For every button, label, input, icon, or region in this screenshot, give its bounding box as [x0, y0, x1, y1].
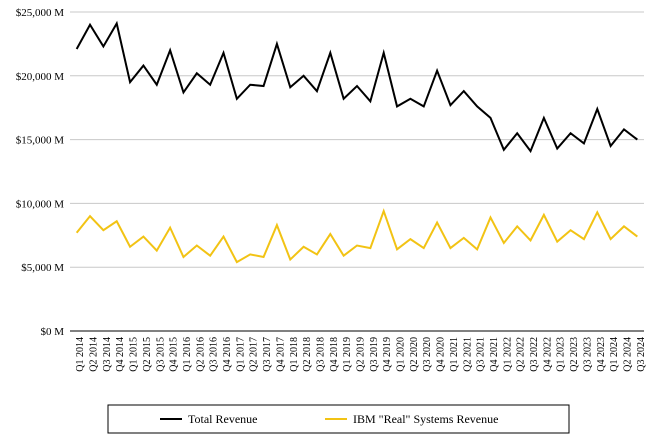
- x-tick-label: Q3 2022: [529, 337, 540, 372]
- series-line-1: [75, 208, 638, 264]
- y-tick-label: $25,000 M: [16, 7, 65, 19]
- x-tick-label: Q4 2023: [596, 337, 607, 372]
- x-tick-label: Q1 2024: [609, 337, 620, 372]
- x-tick-label: Q1 2022: [502, 337, 513, 372]
- x-tick-label: Q4 2014: [115, 337, 126, 372]
- x-tick-label: Q3 2016: [209, 337, 220, 372]
- x-tick-label: Q2 2017: [249, 337, 260, 372]
- x-tick-label: Q3 2015: [155, 337, 166, 372]
- x-tick-label: Q3 2019: [369, 337, 380, 372]
- y-tick-label: $20,000 M: [16, 71, 65, 83]
- x-tick-label: Q4 2019: [382, 337, 393, 372]
- x-tick-label: Q3 2018: [315, 337, 326, 372]
- x-tick-label: Q3 2014: [102, 337, 113, 372]
- x-tick-label: Q2 2015: [142, 337, 153, 372]
- x-tick-label: Q3 2017: [262, 337, 273, 372]
- y-tick-label: $15,000 M: [16, 135, 65, 147]
- legend: Total Revenue IBM "Real" Systems Revenue: [107, 404, 570, 434]
- legend-label-0: Total Revenue: [188, 412, 257, 426]
- x-tick-label: Q4 2018: [329, 337, 340, 372]
- x-tick-label: Q1 2016: [182, 337, 193, 372]
- x-tick-label: Q3 2021: [476, 337, 487, 372]
- gridlines: [70, 11, 644, 268]
- series-lines: [75, 20, 638, 264]
- x-tick-label: Q2 2022: [516, 337, 527, 372]
- legend-box: [107, 404, 570, 434]
- x-tick-label: Q4 2016: [222, 337, 233, 372]
- y-tick-label: $5,000 M: [21, 262, 64, 274]
- y-axis-ticks: $0 M $5,000 M $10,000 M $15,000 M $20,000 M $…: [16, 7, 65, 338]
- x-tick-label: Q1 2015: [129, 337, 140, 372]
- x-tick-label: Q1 2019: [342, 337, 353, 372]
- x-tick-label: Q3 2020: [422, 337, 433, 372]
- x-tick-label: Q1 2014: [75, 337, 86, 372]
- x-axis-ticks: Q1 2014 Q2 2014 Q3 2014 Q4 2014 Q1 2015 Q2 20…: [75, 337, 647, 372]
- x-tick-label: Q3 2023: [582, 337, 593, 372]
- x-tick-label: Q2 2023: [569, 337, 580, 372]
- x-tick-label: Q4 2015: [169, 337, 180, 372]
- legend-label-1: IBM "Real" Systems Revenue: [353, 412, 498, 426]
- x-tick-label: Q1 2017: [235, 337, 246, 372]
- x-tick-label: Q1 2018: [289, 337, 300, 372]
- x-tick-label: Q2 2020: [409, 337, 420, 372]
- x-tick-label: Q4 2022: [542, 337, 553, 372]
- x-tick-label: Q2 2024: [622, 337, 633, 372]
- x-tick-label: Q2 2021: [462, 337, 473, 372]
- x-tick-label: Q3 2024: [636, 337, 647, 372]
- x-tick-label: Q4 2021: [489, 337, 500, 372]
- x-tick-label: Q1 2021: [449, 337, 460, 372]
- series-line-0: [75, 20, 638, 154]
- x-tick-label: Q2 2016: [195, 337, 206, 372]
- x-tick-label: Q4 2020: [436, 337, 447, 372]
- x-tick-label: Q2 2019: [356, 337, 367, 372]
- x-tick-label: Q2 2014: [89, 337, 100, 372]
- x-tick-label: Q1 2020: [396, 337, 407, 372]
- x-tick-label: Q4 2017: [275, 337, 286, 372]
- x-tick-label: Q1 2023: [556, 337, 567, 372]
- y-tick-label: $0 M: [40, 326, 64, 338]
- x-tick-label: Q2 2018: [302, 337, 313, 372]
- y-tick-label: $10,000 M: [16, 198, 65, 210]
